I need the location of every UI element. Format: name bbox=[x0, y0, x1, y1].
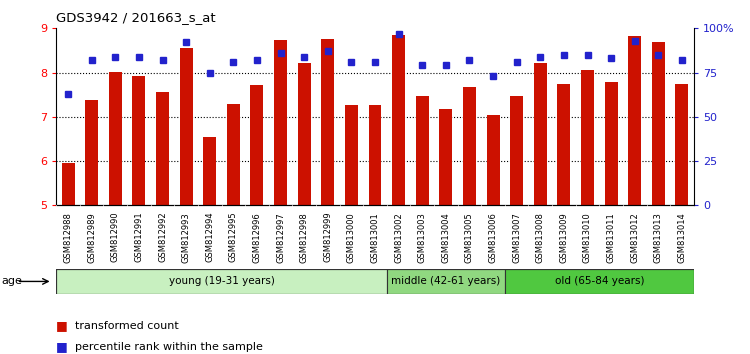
Text: GSM813000: GSM813000 bbox=[347, 212, 356, 263]
Bar bbox=[557, 84, 571, 205]
Bar bbox=[345, 105, 358, 205]
Text: GSM812993: GSM812993 bbox=[182, 212, 190, 263]
Text: GSM813003: GSM813003 bbox=[418, 212, 427, 263]
Text: GSM813013: GSM813013 bbox=[654, 212, 663, 263]
Text: old (65-84 years): old (65-84 years) bbox=[554, 276, 644, 286]
Text: age: age bbox=[2, 276, 22, 286]
Bar bbox=[368, 105, 382, 205]
Bar bbox=[298, 63, 310, 205]
Text: middle (42-61 years): middle (42-61 years) bbox=[392, 276, 500, 286]
Text: GDS3942 / 201663_s_at: GDS3942 / 201663_s_at bbox=[56, 11, 216, 24]
Text: GSM813011: GSM813011 bbox=[607, 212, 616, 263]
Bar bbox=[133, 76, 146, 205]
Bar bbox=[676, 84, 688, 205]
Bar bbox=[392, 35, 405, 205]
Text: GSM812999: GSM812999 bbox=[323, 212, 332, 263]
Bar bbox=[226, 104, 240, 205]
Text: transformed count: transformed count bbox=[75, 321, 178, 331]
Bar bbox=[251, 85, 263, 205]
Text: GSM812991: GSM812991 bbox=[134, 212, 143, 263]
Bar bbox=[604, 82, 617, 205]
Bar bbox=[440, 109, 452, 205]
Text: GSM812994: GSM812994 bbox=[206, 212, 214, 263]
Bar bbox=[109, 72, 122, 205]
Bar bbox=[463, 87, 476, 205]
Bar bbox=[203, 137, 216, 205]
Text: GSM813002: GSM813002 bbox=[394, 212, 403, 263]
Text: GSM812997: GSM812997 bbox=[276, 212, 285, 263]
Bar bbox=[86, 100, 98, 205]
Text: GSM813008: GSM813008 bbox=[536, 212, 544, 263]
Text: GSM813005: GSM813005 bbox=[465, 212, 474, 263]
Bar bbox=[156, 92, 169, 205]
Bar bbox=[179, 48, 193, 205]
Bar bbox=[321, 39, 334, 205]
Text: GSM813004: GSM813004 bbox=[441, 212, 450, 263]
Bar bbox=[56, 269, 387, 294]
Bar bbox=[416, 97, 429, 205]
Text: GSM813006: GSM813006 bbox=[488, 212, 497, 263]
Bar bbox=[505, 269, 694, 294]
Bar bbox=[581, 70, 594, 205]
Text: GSM812995: GSM812995 bbox=[229, 212, 238, 263]
Text: GSM812989: GSM812989 bbox=[87, 212, 96, 263]
Text: GSM813009: GSM813009 bbox=[560, 212, 568, 263]
Bar bbox=[274, 40, 287, 205]
Bar bbox=[628, 36, 641, 205]
Text: percentile rank within the sample: percentile rank within the sample bbox=[75, 342, 262, 352]
Text: GSM812990: GSM812990 bbox=[111, 212, 120, 263]
Text: GSM812996: GSM812996 bbox=[253, 212, 262, 263]
Text: GSM812988: GSM812988 bbox=[64, 212, 73, 263]
Text: GSM812992: GSM812992 bbox=[158, 212, 167, 263]
Bar bbox=[510, 97, 524, 205]
Text: GSM813001: GSM813001 bbox=[370, 212, 380, 263]
Text: GSM813010: GSM813010 bbox=[583, 212, 592, 263]
Bar bbox=[387, 269, 505, 294]
Text: GSM813007: GSM813007 bbox=[512, 212, 521, 263]
Text: ■: ■ bbox=[56, 319, 68, 332]
Bar bbox=[534, 63, 547, 205]
Text: GSM813012: GSM813012 bbox=[630, 212, 639, 263]
Text: young (19-31 years): young (19-31 years) bbox=[169, 276, 274, 286]
Text: ■: ■ bbox=[56, 341, 68, 353]
Bar bbox=[487, 115, 500, 205]
Text: GSM812998: GSM812998 bbox=[300, 212, 309, 263]
Bar bbox=[62, 163, 74, 205]
Text: GSM813014: GSM813014 bbox=[677, 212, 686, 263]
Bar bbox=[652, 42, 664, 205]
